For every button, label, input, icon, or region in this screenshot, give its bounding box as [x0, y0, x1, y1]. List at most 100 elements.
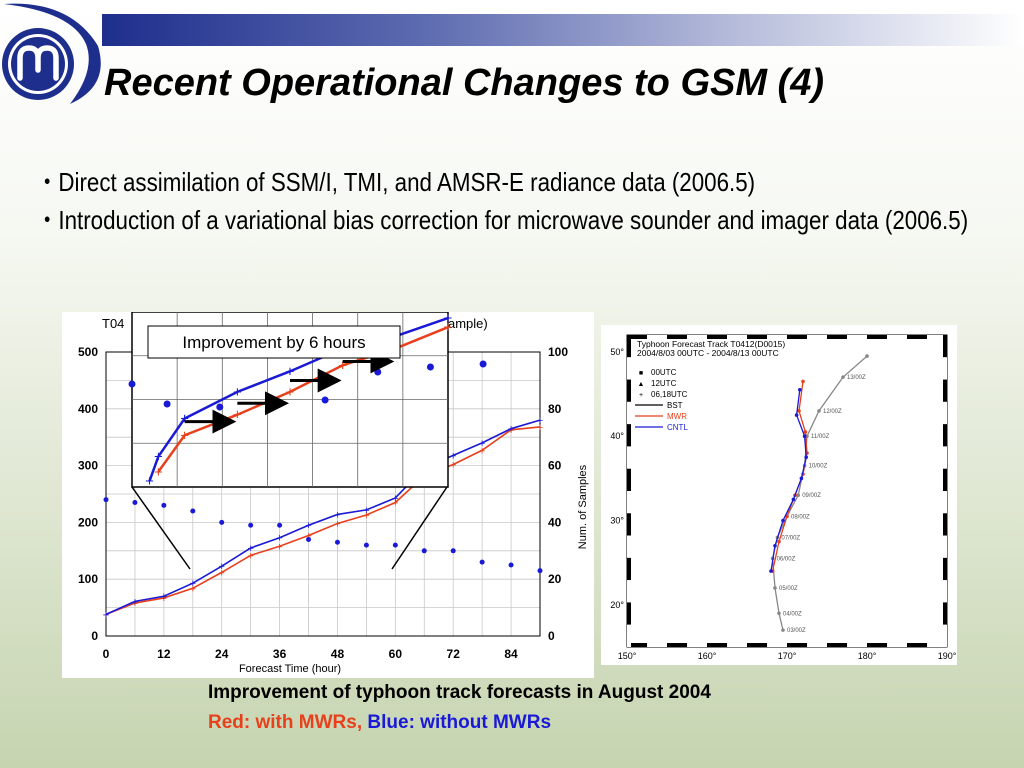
- legend-entry: CNTL: [667, 423, 688, 432]
- caption-blue: Blue: without MWRs: [367, 712, 552, 733]
- track-point: [801, 379, 805, 384]
- zoom-sample-point: [163, 400, 171, 408]
- legend-symbol: ■: [639, 370, 643, 377]
- x-tick-label: 84: [504, 647, 518, 661]
- series-marker: +: [508, 425, 514, 437]
- y-tick-label-left: 200: [78, 515, 98, 529]
- series-marker: +: [450, 450, 456, 462]
- x-tick-label: 0: [103, 647, 110, 661]
- map-edge-tick: [707, 335, 727, 339]
- track-point: [804, 455, 808, 460]
- zoom-marker: +: [180, 427, 189, 444]
- map-edge-tick: [943, 580, 947, 603]
- series-marker: +: [392, 493, 398, 505]
- x-tick-label: 48: [331, 647, 345, 661]
- map-edge-tick: [627, 624, 631, 647]
- sample-count-point: [248, 522, 254, 528]
- map-edge-tick: [627, 335, 647, 339]
- jma-logo-icon: [2, 3, 101, 104]
- map-edge-tick: [807, 643, 827, 647]
- zoom-sample-point: [321, 396, 329, 404]
- map-edge-tick: [907, 335, 927, 339]
- track-point: [781, 518, 785, 523]
- series-marker: +: [363, 510, 369, 522]
- map-x-tick: 160°: [698, 651, 717, 661]
- series-marker: +: [219, 561, 225, 573]
- best-track-label: 09/00Z: [802, 493, 821, 499]
- series-marker: +: [247, 550, 253, 562]
- map-edge-tick: [827, 335, 847, 339]
- best-track-label: 10/00Z: [809, 464, 828, 470]
- zoom-connector: [131, 486, 191, 570]
- map-edge-tick: [847, 643, 867, 647]
- series-marker: +: [479, 445, 485, 457]
- track-point: [817, 409, 821, 413]
- sample-count-point: [479, 559, 485, 565]
- track-point: [781, 628, 785, 632]
- series-line-red: [105, 426, 541, 616]
- zoom-marker: +: [154, 464, 163, 481]
- series-marker: +: [537, 415, 543, 427]
- map-edge-tick: [747, 643, 767, 647]
- sample-count-point: [277, 522, 283, 528]
- legend-entry: BST: [667, 401, 683, 410]
- series-marker: +: [450, 459, 456, 471]
- best-track-label: 12/00Z: [823, 409, 842, 415]
- y-tick-label-right: 100: [548, 345, 568, 359]
- map-edge-tick: [727, 643, 747, 647]
- map-edge-tick: [627, 557, 631, 581]
- series-marker: +: [305, 530, 311, 542]
- map-edge-tick: [927, 643, 947, 647]
- map-y-tick: 20°: [610, 600, 624, 610]
- bullet-item: ・Introduction of a variational bias corr…: [36, 205, 969, 235]
- best-track-label: 06/00Z: [777, 556, 796, 562]
- figure-caption-colors: Red: with MWRs, Blue: without MWRs: [208, 712, 551, 734]
- series-marker: +: [305, 520, 311, 532]
- map-y-tick: 40°: [610, 431, 624, 441]
- track-point: [799, 476, 804, 481]
- legend-entry: 12UTC: [651, 379, 677, 388]
- map-edge-tick: [907, 643, 927, 647]
- zoom-connector: [391, 486, 448, 570]
- map-x-tick: 170°: [778, 651, 797, 661]
- y-tick-label-left: 400: [78, 402, 98, 416]
- y-tick-label-left: 100: [78, 572, 98, 586]
- best-track-label: 04/00Z: [783, 611, 802, 617]
- map-edge-tick: [867, 335, 887, 339]
- map-edge-tick: [627, 379, 631, 402]
- y-tick-label-right: 0: [548, 629, 555, 643]
- sample-count-point: [421, 548, 427, 554]
- map-edge-tick: [707, 643, 727, 647]
- track-point: [791, 497, 796, 502]
- sample-count-point: [306, 536, 312, 542]
- map-edge-tick: [627, 335, 631, 358]
- series-marker: +: [276, 541, 282, 553]
- track-point: [865, 354, 869, 358]
- x-tick-label: 72: [447, 647, 461, 661]
- typhoon-track-map: 150° 160° 170° 180° 190° 20° 30° 40° 50° Typhoon…: [601, 325, 957, 665]
- map-legend: Typhoon Forecast Track T0412(D0015)2004/…: [635, 339, 785, 432]
- zoom-marker: +: [180, 411, 189, 428]
- axis-ticks: 0 12 24 36 48 60 72 84 0 100 200 300 400 500 0 20 40 60 80…: [78, 345, 568, 661]
- map-subtitle: 2004/8/03 00UTC - 2004/8/13 00UTC: [637, 348, 779, 358]
- best-track-label: 13/00Z: [847, 375, 866, 381]
- zoom-sample-point: [128, 380, 136, 388]
- series-marker: +: [392, 498, 398, 510]
- zoom-marker: +: [145, 473, 154, 490]
- map-edge-tick: [687, 643, 707, 647]
- best-track-label: 03/00Z: [787, 628, 806, 634]
- map-edge-tick: [943, 446, 947, 469]
- map-edge-tick: [847, 335, 867, 339]
- track-bst: [771, 355, 868, 631]
- track-point: [769, 569, 773, 573]
- chart-title-fragment: ample): [448, 316, 488, 331]
- zoom-marker: +: [233, 407, 242, 424]
- track-point: [802, 434, 807, 438]
- x-tick-label: 24: [215, 647, 229, 661]
- map-edge-tick: [627, 580, 631, 603]
- figure-caption: Improvement of typhoon track forecasts i…: [208, 682, 711, 703]
- map-x-tick: 190°: [938, 651, 957, 661]
- map-edge-tick: [943, 557, 947, 581]
- y-tick-label-right: 40: [548, 515, 562, 529]
- map-edge-tick: [827, 643, 847, 647]
